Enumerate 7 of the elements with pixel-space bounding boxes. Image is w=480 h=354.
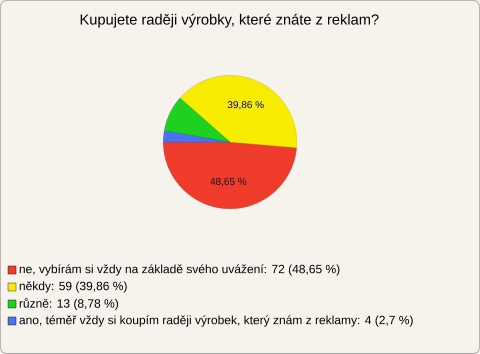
legend-label: ano, téměř vždy si koupím raději výrobek, který znám z reklamy: 4 (2,7 %)	[19, 315, 413, 327]
data-label: 48,65 %	[210, 178, 246, 186]
legend-label: různě: 13 (8,78 %)	[20, 298, 118, 310]
chart-title: Kupujete raději výrobky, které znáte z reklam?	[80, 14, 379, 28]
data-label: 39,86 %	[228, 101, 264, 110]
legend-label: ne, vybírám si vždy na základě svého uvážení: 72 (48,65 %)	[20, 264, 340, 276]
legend-label: někdy: 59 (39,86 %)	[20, 281, 127, 293]
